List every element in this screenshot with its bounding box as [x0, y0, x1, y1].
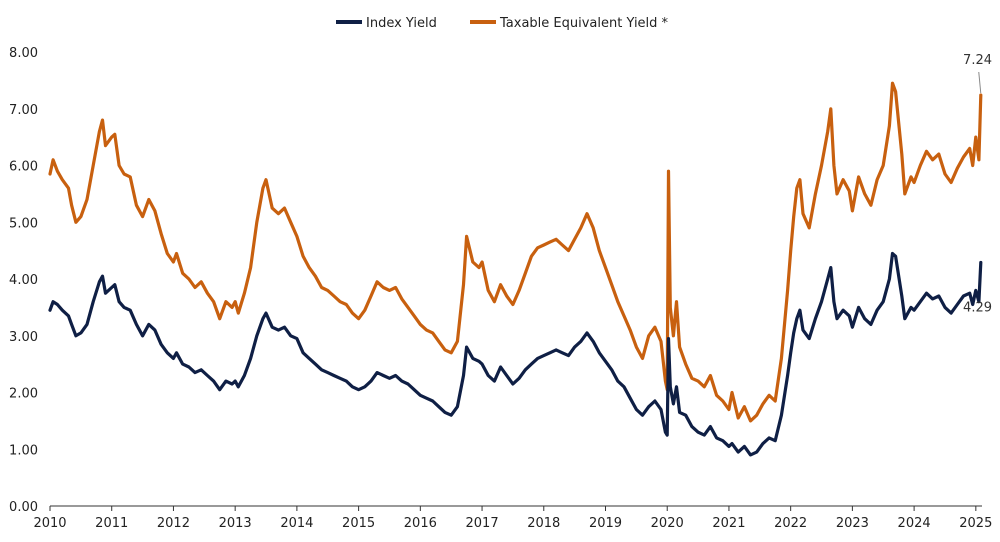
series-line-index-yield — [48, 251, 983, 457]
x-tick-label: 2013 — [219, 516, 252, 531]
x-tick-label: 2011 — [95, 516, 128, 531]
y-tick-label: 7.00 — [9, 103, 38, 118]
y-tick-label: 2.00 — [9, 387, 38, 402]
y-tick-label: 0.00 — [9, 500, 38, 515]
end-label-leader — [978, 71, 982, 94]
series-layer — [48, 81, 983, 457]
x-tick-label: 2015 — [342, 516, 375, 531]
x-tick-label: 2012 — [157, 516, 190, 531]
legend-label-index-yield: Index Yield — [366, 16, 437, 31]
x-tick-label: 2020 — [651, 516, 684, 531]
x-tick-label: 2022 — [774, 516, 807, 531]
y-tick-label: 1.00 — [9, 443, 38, 458]
legend-label-taxable-equivalent-yield: Taxable Equivalent Yield * — [499, 16, 669, 31]
y-axis: 0.00 1.00 2.00 3.00 4.00 5.00 6.00 7.00 8.00 — [9, 46, 38, 515]
x-tick-label: 2017 — [466, 516, 499, 531]
x-tick-label: 2021 — [712, 516, 745, 531]
x-tick-label: 2019 — [589, 516, 622, 531]
x-tick-label: 2014 — [280, 516, 313, 531]
x-tick-label: 2010 — [33, 516, 66, 531]
x-tick-label: 2023 — [836, 516, 869, 531]
y-tick-label: 5.00 — [9, 216, 38, 231]
chart-legend: Index Yield Taxable Equivalent Yield * — [336, 16, 669, 31]
x-tick-label: 2025 — [959, 516, 992, 531]
series-line-taxable-equivalent-yield — [48, 81, 983, 423]
y-tick-label: 3.00 — [9, 330, 38, 345]
end-labels: 7.24 4.29 — [963, 53, 992, 316]
x-tick-label: 2024 — [898, 516, 931, 531]
x-axis: 2010 2011 2012 2013 2014 2015 2016 2017 2018 2019… — [33, 505, 992, 531]
y-tick-label: 6.00 — [9, 160, 38, 175]
x-tick-label: 2018 — [527, 516, 560, 531]
y-tick-label: 4.00 — [9, 273, 38, 288]
y-tick-label: 8.00 — [9, 46, 38, 61]
end-label-index-yield: 4.29 — [963, 301, 992, 316]
end-label-taxable-equivalent-yield: 7.24 — [963, 53, 992, 68]
x-tick-label: 2016 — [404, 516, 437, 531]
